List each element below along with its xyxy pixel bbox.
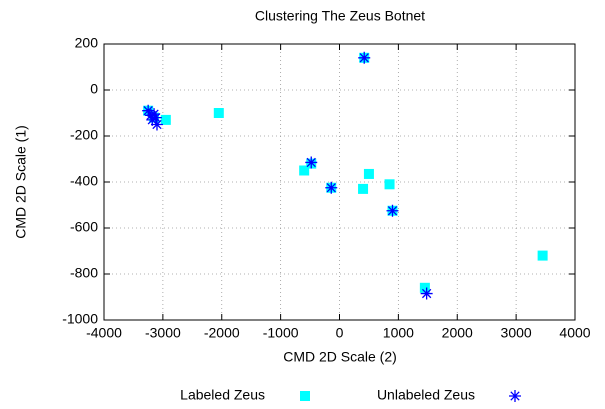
legend-label: Labeled Zeus [180,387,265,403]
x-axis-label: CMD 2D Scale (2) [283,349,397,365]
point [325,181,338,194]
legend-label: Unlabeled Zeus [377,387,475,403]
y-axis-label: CMD 2D Scale (1) [13,125,29,239]
legend-marker [300,391,310,401]
point [420,287,433,300]
plot-frame [103,43,576,321]
x-tick-label: -2000 [204,325,240,341]
point [537,250,548,261]
point [305,156,318,169]
point [363,168,374,179]
point [145,109,158,122]
x-tick-label: 0 [336,325,344,341]
x-tick-label: 3000 [501,325,532,341]
x-tick-label: 4000 [559,325,590,341]
y-tick-label: -800 [70,265,98,281]
y-tick-label: -200 [70,127,98,143]
point [146,113,159,126]
x-tick-label: -3000 [145,325,181,341]
point [386,204,399,217]
y-tick-label: 200 [75,35,99,51]
point [149,111,162,124]
y-tick-label: -1000 [62,311,98,327]
legend-marker [509,390,521,402]
point [150,118,163,131]
x-tick-label: -1000 [263,325,299,341]
x-tick-label: 1000 [383,325,414,341]
point [160,114,171,125]
point [358,183,369,194]
y-tick-label: -400 [70,173,98,189]
x-tick-label: -4000 [86,325,122,341]
x-tick-label: 2000 [442,325,473,341]
point [358,51,371,64]
point [213,108,224,118]
point [419,282,430,293]
point [299,165,310,176]
y-tick-label: -600 [70,219,98,235]
y-tick-label: 0 [90,81,98,97]
chart-title: Clustering The Zeus Botnet [255,8,425,24]
point [142,104,155,117]
point [148,108,161,121]
point [384,179,395,190]
